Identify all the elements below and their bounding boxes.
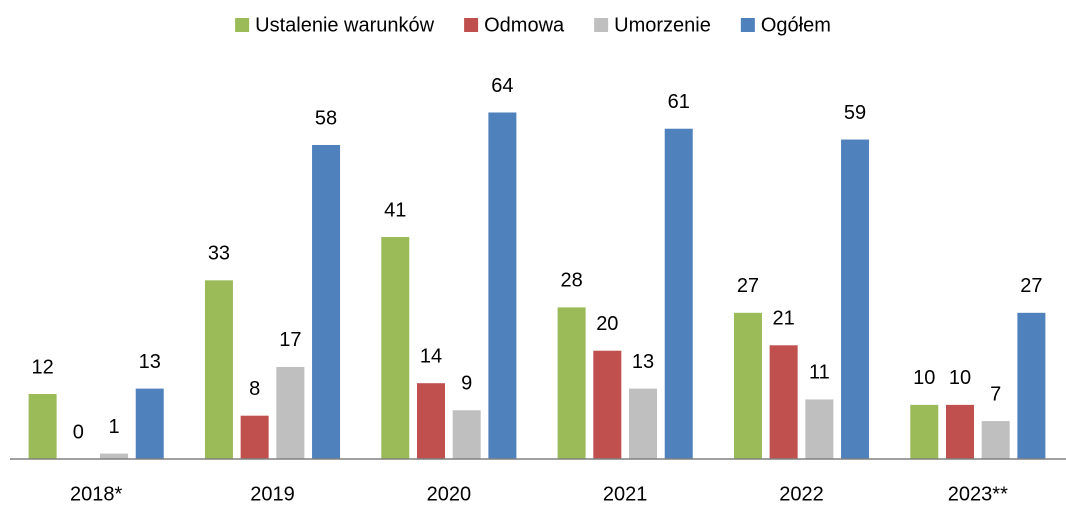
bar: [488, 112, 517, 459]
bar: [28, 394, 57, 459]
data-label: 11: [809, 362, 830, 384]
bar: [204, 280, 233, 459]
bar: [841, 139, 870, 460]
legend-swatch: [235, 18, 250, 32]
bar: [593, 350, 622, 459]
data-label: 9: [461, 373, 472, 395]
data-label: 58: [315, 107, 337, 129]
x-tick-label: 2020: [427, 483, 472, 505]
legend-label: Umorzenie: [614, 14, 711, 36]
data-label: 21: [773, 308, 795, 330]
x-tick-label: 2019: [250, 483, 295, 505]
bar: [805, 399, 834, 459]
bar: [452, 410, 481, 459]
legend-label: Odmowa: [484, 14, 565, 36]
bar: [240, 415, 269, 459]
data-label: 10: [913, 367, 935, 389]
data-label: 27: [737, 275, 759, 297]
data-label: 13: [139, 351, 161, 373]
x-tick-label: 2021: [603, 483, 648, 505]
data-label: 59: [844, 102, 866, 124]
bar: [135, 388, 164, 459]
x-tick-label: 2023**: [948, 483, 1008, 505]
bar: [981, 421, 1010, 459]
bar: [945, 404, 974, 459]
data-label: 28: [560, 270, 582, 292]
data-label: 14: [420, 345, 442, 367]
data-label: 20: [596, 313, 618, 335]
data-label: 64: [491, 75, 513, 97]
x-tick-label: 2018*: [70, 483, 122, 505]
data-label: 13: [632, 351, 654, 373]
bar: [416, 383, 445, 459]
data-label: 0: [73, 421, 84, 443]
legend-swatch: [594, 18, 609, 32]
data-label: 7: [990, 383, 1001, 405]
legend-swatch: [464, 18, 479, 32]
data-label: 17: [279, 329, 301, 351]
bar: [381, 237, 410, 459]
bar: [100, 453, 129, 459]
bar: [276, 366, 305, 459]
bar: [769, 345, 798, 459]
bar: [664, 128, 693, 459]
bar: [629, 388, 658, 459]
legend-label: Ustalenie warunków: [255, 14, 435, 36]
data-label: 8: [249, 378, 260, 400]
data-label: 12: [31, 356, 53, 378]
bar: [910, 404, 939, 459]
x-tick-label: 2022: [779, 483, 824, 505]
data-label: 1: [108, 416, 119, 438]
legend-swatch: [740, 18, 755, 32]
data-label: 61: [668, 91, 690, 113]
legend-label: Ogółem: [761, 14, 831, 36]
data-label: 27: [1020, 275, 1042, 297]
bar: [1017, 312, 1046, 459]
bar: [733, 312, 762, 459]
bar: [312, 144, 341, 459]
data-label: 33: [208, 243, 230, 265]
data-label: 41: [384, 199, 406, 221]
data-label: 10: [949, 367, 971, 389]
bar: [557, 307, 586, 459]
